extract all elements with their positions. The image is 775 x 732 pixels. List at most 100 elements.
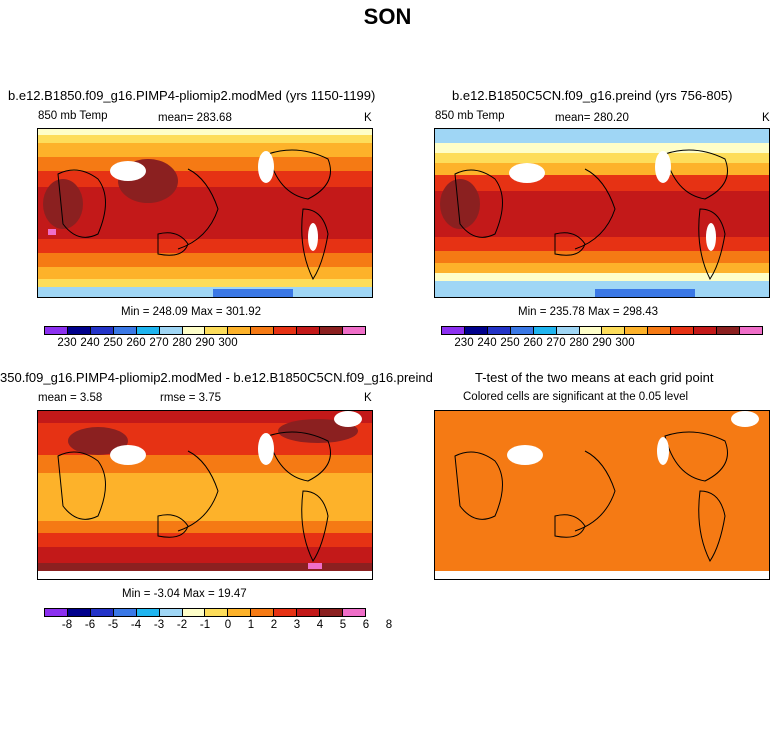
panel3-map [37, 410, 373, 580]
panel1-minmax: Min = 248.09 Max = 301.92 [121, 306, 262, 318]
colorbar-tick-label: -6 [84, 619, 96, 631]
colorbar-swatch [625, 327, 649, 334]
panel3-mean: mean = 3.58 [38, 392, 103, 404]
colorbar-tick-label: 290 [195, 337, 215, 349]
panel2-minmax: Min = 235.78 Max = 298.43 [518, 306, 659, 318]
colorbar-swatch [67, 609, 91, 616]
colorbar-tick-label: 230 [57, 337, 77, 349]
colorbar-swatch [205, 609, 229, 616]
colorbar-tick-label: 270 [149, 337, 169, 349]
colorbar-swatch [297, 609, 321, 616]
colorbar-swatch [510, 327, 534, 334]
panel1-colorbar [44, 326, 366, 335]
colorbar-tick-label: 6 [362, 619, 370, 631]
colorbar-tick-label: 300 [218, 337, 238, 349]
panel2-map [434, 128, 770, 298]
colorbar-swatch [274, 609, 298, 616]
colorbar-tick-label: -8 [61, 619, 73, 631]
panel3-minmax: Min = -3.04 Max = 19.47 [122, 588, 247, 600]
colorbar-swatch [671, 327, 695, 334]
colorbar-tick-label: 3 [293, 619, 301, 631]
colorbar-swatch [533, 327, 557, 334]
colorbar-swatch [205, 327, 229, 334]
colorbar-swatch [602, 327, 626, 334]
colorbar-swatch [320, 327, 343, 334]
colorbar-tick-label: 250 [103, 337, 123, 349]
colorbar-tick-label: 4 [316, 619, 324, 631]
colorbar-swatch [251, 327, 275, 334]
colorbar-tick-label: 280 [569, 337, 589, 349]
panel2-unit: K [762, 112, 770, 124]
colorbar-swatch [67, 327, 91, 334]
panel3-title: 350.f09_g16.PIMP4-pliomip2.modMed - b.e1… [0, 370, 433, 385]
colorbar-tick-label: -3 [153, 619, 165, 631]
colorbar-swatch [297, 327, 321, 334]
colorbar-tick-label: 240 [80, 337, 100, 349]
colorbar-tick-label: 250 [500, 337, 520, 349]
colorbar-tick-label: 2 [270, 619, 278, 631]
colorbar-swatch [90, 327, 114, 334]
colorbar-swatch [464, 327, 488, 334]
panel1-mean: mean= 283.68 [158, 112, 232, 124]
colorbar-swatch [694, 327, 718, 334]
colorbar-swatch [159, 609, 183, 616]
colorbar-tick-label: 280 [172, 337, 192, 349]
colorbar-tick-label: -2 [176, 619, 188, 631]
colorbar-swatch [251, 609, 275, 616]
colorbar-swatch [342, 327, 365, 334]
panel2-colorbar [441, 326, 763, 335]
panel3-unit: K [364, 392, 372, 404]
colorbar-swatch [136, 327, 160, 334]
colorbar-swatch [228, 609, 252, 616]
colorbar-swatch [159, 327, 183, 334]
colorbar-tick-label: 5 [339, 619, 347, 631]
colorbar-swatch [45, 327, 68, 334]
colorbar-swatch [274, 327, 298, 334]
colorbar-swatch [342, 609, 365, 616]
colorbar-tick-label: 230 [454, 337, 474, 349]
panel3-colorbar [44, 608, 366, 617]
colorbar-swatch [739, 327, 762, 334]
colorbar-swatch [717, 327, 740, 334]
panel2-variable-label: 850 mb Temp [435, 110, 505, 122]
colorbar-tick-label: 240 [477, 337, 497, 349]
panel1-variable-label: 850 mb Temp [38, 110, 108, 122]
panel3-rmse: rmse = 3.75 [160, 392, 222, 404]
colorbar-swatch [182, 609, 206, 616]
figure-title: SON [363, 4, 412, 29]
colorbar-tick-label: -4 [130, 619, 142, 631]
panel2-mean: mean= 280.20 [555, 112, 629, 124]
colorbar-tick-label: 260 [523, 337, 543, 349]
colorbar-swatch [113, 609, 137, 616]
panel2-colorbar-labels: 230 240 250 260 270 280 290 300 [441, 337, 763, 351]
colorbar-tick-label: -5 [107, 619, 119, 631]
panel4-map [434, 410, 770, 580]
colorbar-swatch [45, 609, 68, 616]
panel3-colorbar-labels: -8 -6 -5 -4 -3 -2 -1 0 1 2 3 4 5 6 8 [44, 619, 392, 633]
panel1-title: b.e12.B1850.f09_g16.PIMP4-pliomip2.modMe… [8, 88, 376, 103]
colorbar-tick-label: 270 [546, 337, 566, 349]
panel1-unit: K [364, 112, 372, 124]
colorbar-swatch [228, 327, 252, 334]
panel1-colorbar-labels: 230 240 250 260 270 280 290 300 [44, 337, 366, 351]
colorbar-tick-label: 1 [247, 619, 255, 631]
colorbar-swatch [579, 327, 603, 334]
colorbar-tick-label: 290 [592, 337, 612, 349]
colorbar-swatch [113, 327, 137, 334]
colorbar-swatch [442, 327, 465, 334]
colorbar-tick-label: 260 [126, 337, 146, 349]
colorbar-swatch [182, 327, 206, 334]
colorbar-swatch [487, 327, 511, 334]
colorbar-swatch [648, 327, 672, 334]
colorbar-tick-label: 0 [224, 619, 232, 631]
colorbar-tick-label: 300 [615, 337, 635, 349]
panel4-subtitle: Colored cells are significant at the 0.0… [463, 391, 689, 403]
panel2-title: b.e12.B1850C5CN.f09_g16.preind (yrs 756-… [452, 88, 733, 103]
colorbar-tick-label: -1 [199, 619, 211, 631]
panel4-title: T-test of the two means at each grid poi… [475, 370, 714, 385]
colorbar-swatch [320, 609, 343, 616]
panel1-map [37, 128, 373, 298]
colorbar-swatch [90, 609, 114, 616]
colorbar-swatch [136, 609, 160, 616]
colorbar-tick-label: 8 [385, 619, 393, 631]
